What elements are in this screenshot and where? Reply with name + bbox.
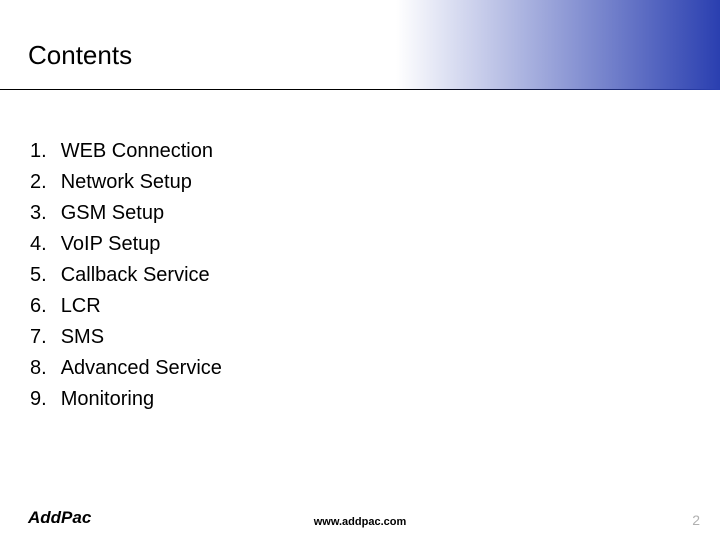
list-item-label: Callback Service — [61, 264, 222, 295]
list-item-label: Advanced Service — [61, 357, 222, 388]
list-item-label: VoIP Setup — [61, 233, 222, 264]
list-item: 1. WEB Connection — [30, 140, 222, 171]
list-item-label: Network Setup — [61, 171, 222, 202]
page-number: 2 — [692, 512, 700, 528]
list-item-number: 6. — [30, 295, 61, 326]
list-item: 2. Network Setup — [30, 171, 222, 202]
list-item: 3. GSM Setup — [30, 202, 222, 233]
list-item-number: 1. — [30, 140, 61, 171]
list-item: 8. Advanced Service — [30, 357, 222, 388]
list-item-label: LCR — [61, 295, 222, 326]
list-item-number: 2. — [30, 171, 61, 202]
list-item: 9. Monitoring — [30, 388, 222, 419]
header-underline — [0, 89, 720, 90]
page-title: Contents — [28, 40, 132, 71]
list-item-number: 9. — [30, 388, 61, 419]
list-item-number: 3. — [30, 202, 61, 233]
list-item: 5. Callback Service — [30, 264, 222, 295]
contents-region: 1. WEB Connection 2. Network Setup 3. GS… — [30, 140, 222, 419]
list-item-label: Monitoring — [61, 388, 222, 419]
list-item-label: SMS — [61, 326, 222, 357]
footer-url: www.addpac.com — [314, 516, 407, 528]
list-item-number: 5. — [30, 264, 61, 295]
list-item-number: 7. — [30, 326, 61, 357]
logo: AddPac — [28, 508, 91, 528]
list-item-label: WEB Connection — [61, 140, 222, 171]
list-item-number: 8. — [30, 357, 61, 388]
list-item-number: 4. — [30, 233, 61, 264]
list-item: 7. SMS — [30, 326, 222, 357]
header-bar: Contents — [0, 0, 720, 90]
list-item: 4. VoIP Setup — [30, 233, 222, 264]
contents-list: 1. WEB Connection 2. Network Setup 3. GS… — [30, 140, 222, 419]
list-item: 6. LCR — [30, 295, 222, 326]
list-item-label: GSM Setup — [61, 202, 222, 233]
footer: AddPac www.addpac.com 2 — [0, 506, 720, 528]
